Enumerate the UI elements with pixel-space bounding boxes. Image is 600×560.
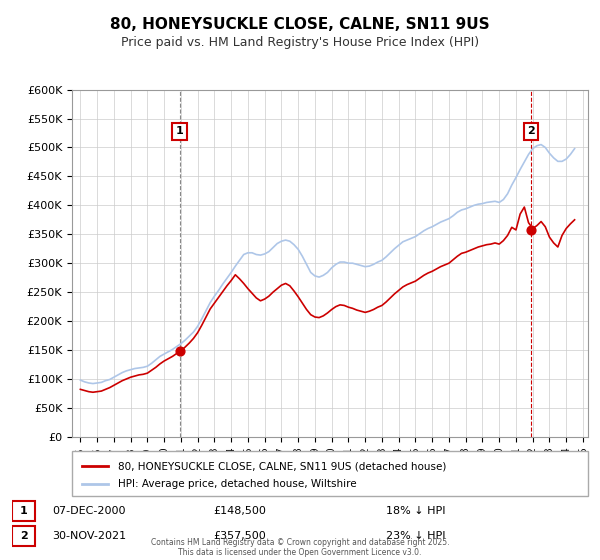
Text: 07-DEC-2000: 07-DEC-2000 [52,506,126,516]
Text: 30-NOV-2021: 30-NOV-2021 [52,531,127,541]
Text: 1: 1 [176,126,184,136]
Text: 2: 2 [20,531,28,541]
Text: 23% ↓ HPI: 23% ↓ HPI [386,531,446,541]
Text: 18% ↓ HPI: 18% ↓ HPI [386,506,446,516]
Text: 80, HONEYSUCKLE CLOSE, CALNE, SN11 9US (detached house): 80, HONEYSUCKLE CLOSE, CALNE, SN11 9US (… [118,461,447,472]
Text: Contains HM Land Registry data © Crown copyright and database right 2025.
This d: Contains HM Land Registry data © Crown c… [151,538,449,557]
Point [526,226,536,235]
Text: £148,500: £148,500 [214,506,266,516]
Text: HPI: Average price, detached house, Wiltshire: HPI: Average price, detached house, Wilt… [118,479,357,489]
FancyBboxPatch shape [12,526,35,547]
Text: Price paid vs. HM Land Registry's House Price Index (HPI): Price paid vs. HM Land Registry's House … [121,36,479,49]
Text: 80, HONEYSUCKLE CLOSE, CALNE, SN11 9US: 80, HONEYSUCKLE CLOSE, CALNE, SN11 9US [110,17,490,32]
FancyBboxPatch shape [72,451,588,496]
Text: 1: 1 [20,506,28,516]
FancyBboxPatch shape [12,501,35,521]
Text: £357,500: £357,500 [214,531,266,541]
Text: 2: 2 [527,126,535,136]
Point [175,347,184,356]
